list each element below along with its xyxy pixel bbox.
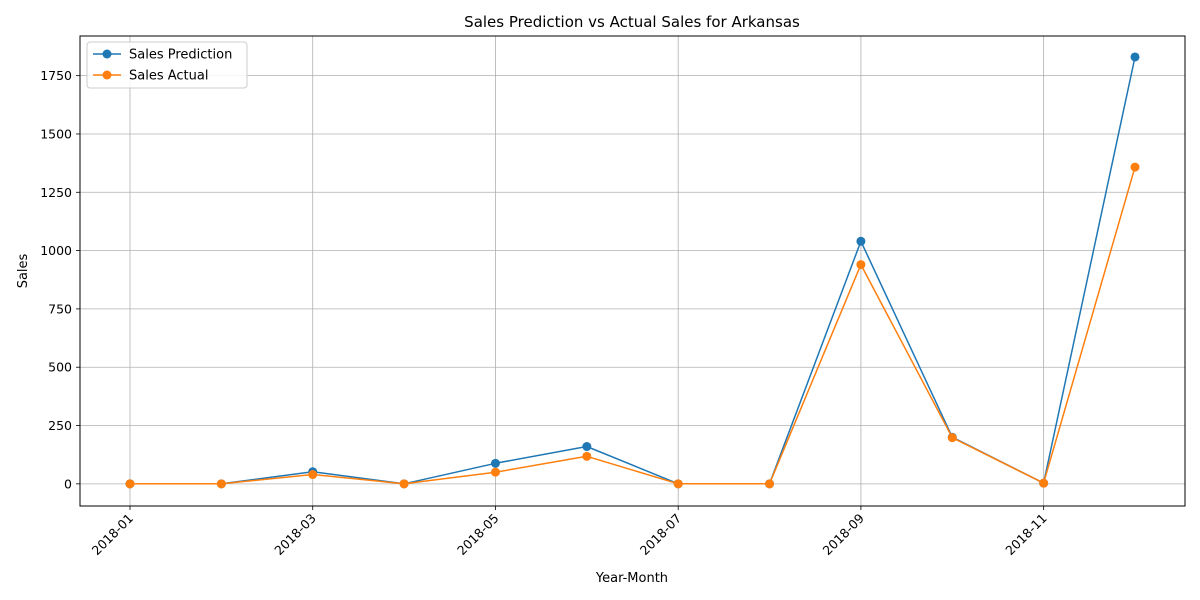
y-tick-label: 1750 [40,68,72,83]
y-tick-label: 250 [48,418,72,433]
data-point-actual [399,479,409,489]
series-layer [125,52,1140,489]
legend-label-prediction: Sales Prediction [129,48,232,63]
data-point-actual [125,479,135,489]
data-point-actual [856,260,866,270]
data-point-actual [582,451,592,461]
y-axis-title: Sales [16,253,31,288]
data-point-prediction [582,442,592,452]
data-point-actual [308,470,318,480]
legend-marker-actual [102,70,112,80]
data-point-prediction [490,458,500,468]
series-line-actual [130,166,1136,485]
x-axis-title: Year-Month [595,571,668,586]
data-point-actual [765,479,775,489]
y-tick-label: 1000 [40,243,72,258]
legend-marker-prediction [102,49,112,59]
data-point-actual [1039,478,1049,488]
data-point-prediction [856,236,866,246]
y-tick-label: 750 [48,301,72,316]
data-point-actual [490,467,500,477]
y-tick-label: 1500 [40,126,72,141]
chart-title: Sales Prediction vs Actual Sales for Ark… [464,13,800,31]
legend-label-actual: Sales Actual [129,69,208,84]
y-tick-label: 1250 [40,185,72,200]
data-point-actual [947,433,957,443]
legend-box [86,41,248,89]
legend: Sales Prediction Sales Actual [86,41,248,89]
data-point-actual [1130,162,1140,172]
gridlines [80,36,1185,506]
data-point-actual [216,479,226,489]
plot-frame [79,35,1186,507]
y-axis-ticks: 0 250 500 750 1000 1250 1500 1750 [40,68,80,491]
y-tick-label: 500 [48,360,72,375]
data-point-actual [673,479,683,489]
y-tick-label: 0 [64,476,72,491]
data-point-prediction [1130,52,1140,62]
